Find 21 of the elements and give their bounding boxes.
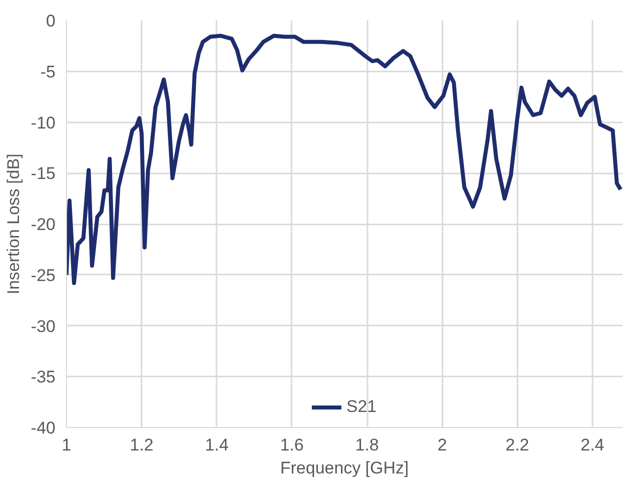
y-tick-label: -25 — [30, 266, 56, 285]
y-tick-label: -35 — [30, 368, 56, 387]
x-tick-label: 1.8 — [355, 436, 379, 454]
x-tick-label: 2.4 — [580, 436, 604, 454]
y-tick-label: -40 — [30, 418, 56, 438]
x-tick-label: 2 — [437, 436, 447, 454]
line-series — [66, 34, 622, 286]
y-axis-title: Insertion Loss [dB] — [4, 154, 23, 294]
y-tick-label: -20 — [30, 215, 56, 234]
y-tick-label: -15 — [30, 164, 56, 184]
x-tick-label: 1.2 — [130, 436, 154, 454]
x-tick-label: 1 — [62, 436, 72, 454]
y-tick-label: -30 — [30, 316, 56, 336]
y-tick-label: -5 — [40, 62, 56, 82]
x-tick-label: 1.4 — [204, 436, 229, 454]
y-tick-label: 0 — [46, 12, 56, 30]
x-axis-title: Frequency [GHz] — [280, 458, 409, 478]
x-tick-label: 2.2 — [505, 436, 530, 454]
x-tick-label: 1.6 — [280, 436, 304, 454]
y-tick-label: -10 — [30, 113, 56, 132]
legend-label: S21 — [346, 397, 377, 417]
